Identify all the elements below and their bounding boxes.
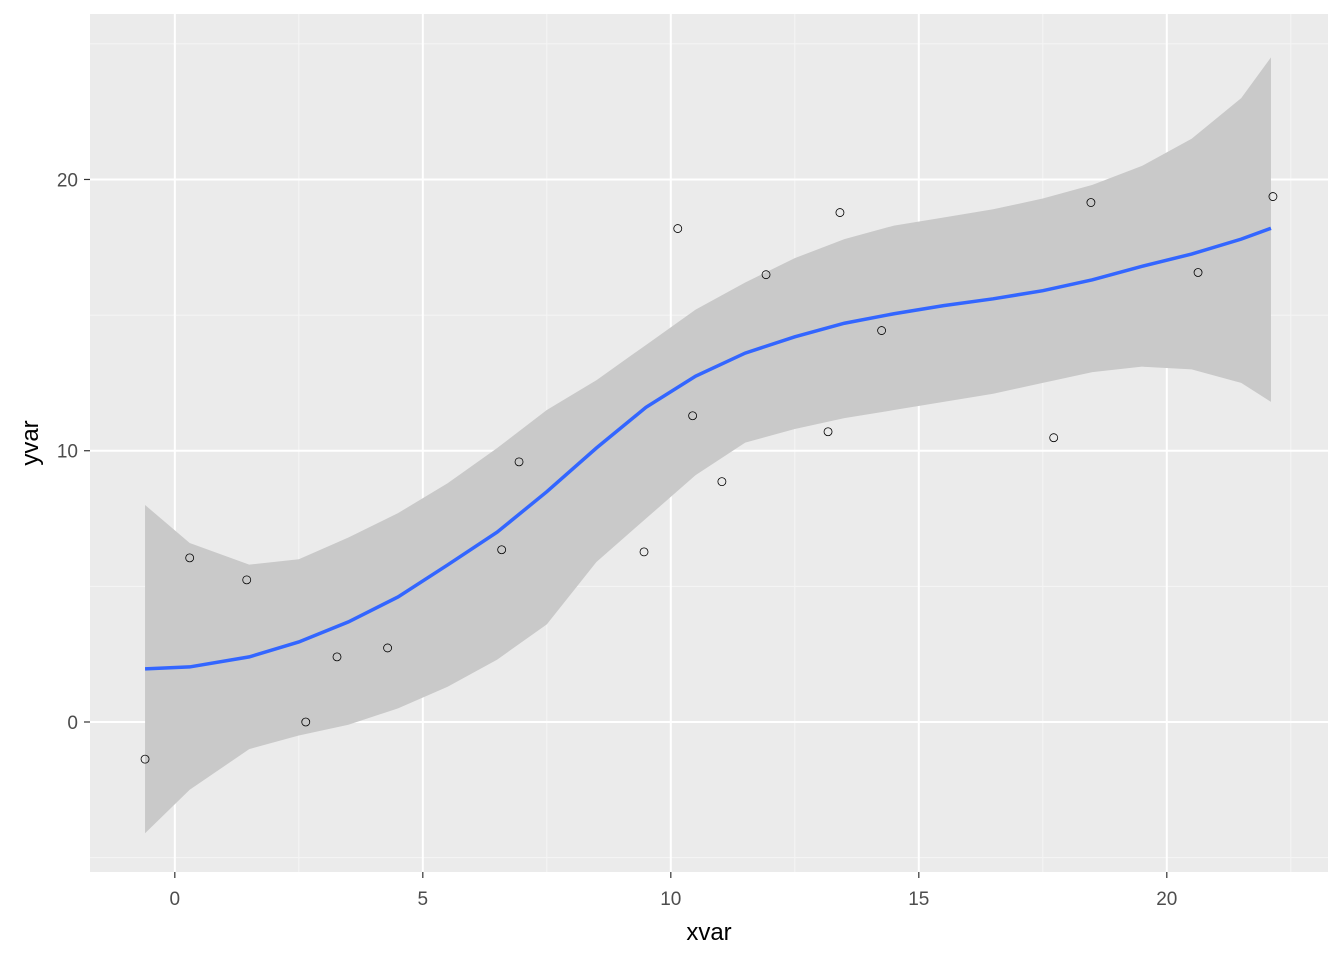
data-point xyxy=(514,457,524,467)
points xyxy=(140,192,1278,764)
data-point xyxy=(185,553,195,563)
data-point xyxy=(688,411,698,421)
data-point xyxy=(140,754,150,764)
data-point xyxy=(383,643,392,653)
axes: 0 5 10 15 20 0 10 20 xyxy=(57,170,1178,910)
smooth-line xyxy=(144,226,1272,671)
data-point xyxy=(823,427,833,437)
data-point xyxy=(835,208,845,217)
data-point xyxy=(877,326,887,335)
data-point xyxy=(673,224,683,233)
y-axis-title: yvar xyxy=(17,420,44,465)
confidence-band xyxy=(145,57,1271,834)
y-tick-label: 10 xyxy=(57,442,78,463)
data-point xyxy=(301,717,311,727)
x-tick-label: 0 xyxy=(170,889,181,910)
data-point xyxy=(1268,192,1278,201)
data-point xyxy=(242,575,252,585)
data-point xyxy=(639,547,649,557)
x-axis-title: xvar xyxy=(686,919,731,946)
y-tick-label: 20 xyxy=(57,170,78,191)
data-point xyxy=(717,477,727,487)
data-point xyxy=(332,652,342,662)
x-tick-label: 20 xyxy=(1156,889,1177,910)
x-tick-label: 10 xyxy=(660,889,681,910)
data-point xyxy=(497,545,507,555)
data-point xyxy=(1049,433,1059,443)
y-tick-label: 0 xyxy=(67,713,78,734)
data-point xyxy=(1193,268,1203,277)
x-tick-label: 5 xyxy=(418,889,429,910)
data-point xyxy=(761,270,771,280)
x-tick-label: 15 xyxy=(908,889,929,910)
data-point xyxy=(1086,198,1096,207)
